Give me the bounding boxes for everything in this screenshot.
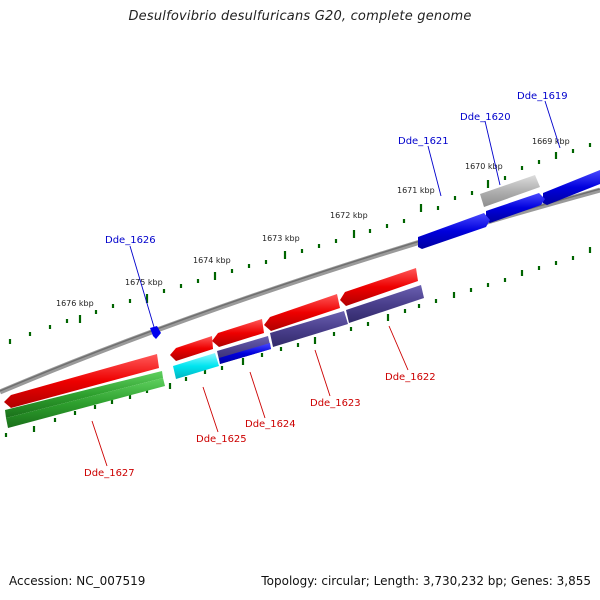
gene-label-dde-1619[interactable]: Dde_1619 (517, 91, 568, 102)
gene-label-dde-1621[interactable]: Dde_1621 (398, 136, 449, 147)
navy-feature-1622[interactable] (346, 285, 424, 323)
genome-backbone (0, 187, 600, 395)
gene-label-dde-1624[interactable]: Dde_1624 (245, 419, 296, 430)
cyan-feature-1625[interactable] (173, 353, 219, 379)
gene-label-dde-1625[interactable]: Dde_1625 (196, 434, 247, 445)
pseudo-gene-bar[interactable] (480, 175, 540, 207)
gene-arrow-dde-1624[interactable] (212, 319, 264, 347)
navy-feature-1623[interactable] (270, 311, 348, 347)
map-title: Desulfovibrio desulfuricans G20, complet… (128, 9, 472, 24)
blue-feature-1624-lower[interactable] (219, 343, 271, 364)
scale-label-1674: 1674 kbp (193, 256, 231, 265)
gene-label-dde-1623[interactable]: Dde_1623 (310, 398, 361, 409)
genome-backbone-inner (0, 188, 600, 392)
scale-label-1672: 1672 kbp (330, 211, 368, 220)
scale-label-1675: 1675 kbp (125, 278, 163, 287)
gene-arrow-dde-1626[interactable] (150, 326, 161, 339)
gene-label-dde-1622[interactable]: Dde_1622 (385, 372, 436, 383)
green-feature-1627-lower[interactable] (6, 378, 165, 428)
lower-tick-row (4, 247, 592, 437)
gene-label-dde-1626[interactable]: Dde_1626 (105, 235, 156, 246)
gene-arrow-dde-1625[interactable] (170, 336, 213, 361)
green-feature-1627-upper[interactable] (5, 371, 163, 418)
reverse-label-lines (91, 325, 409, 467)
gene-arrow-dde-1619[interactable] (543, 170, 600, 205)
scale-label-1673: 1673 kbp (262, 234, 300, 243)
gene-arrow-dde-1620[interactable] (486, 193, 545, 223)
gene-label-dde-1627[interactable]: Dde_1627 (84, 468, 135, 479)
genome-summary-text: Topology: circular; Length: 3,730,232 bp… (261, 574, 591, 588)
gene-label-dde-1620[interactable]: Dde_1620 (460, 112, 511, 123)
gene-arrow-dde-1627[interactable] (4, 354, 159, 408)
gene-arrow-dde-1622[interactable] (340, 268, 418, 306)
scale-label-1670: 1670 kbp (465, 162, 503, 171)
upper-tick-row (8, 143, 592, 344)
accession-text: Accession: NC_007519 (9, 574, 146, 588)
forward-label-lines (129, 100, 561, 328)
scale-label-1669: 1669 kbp (532, 137, 570, 146)
gene-arrow-dde-1621[interactable] (418, 213, 490, 249)
scale-label-1676: 1676 kbp (56, 299, 94, 308)
scale-label-1671: 1671 kbp (397, 186, 435, 195)
gene-arrow-dde-1623[interactable] (264, 294, 340, 331)
